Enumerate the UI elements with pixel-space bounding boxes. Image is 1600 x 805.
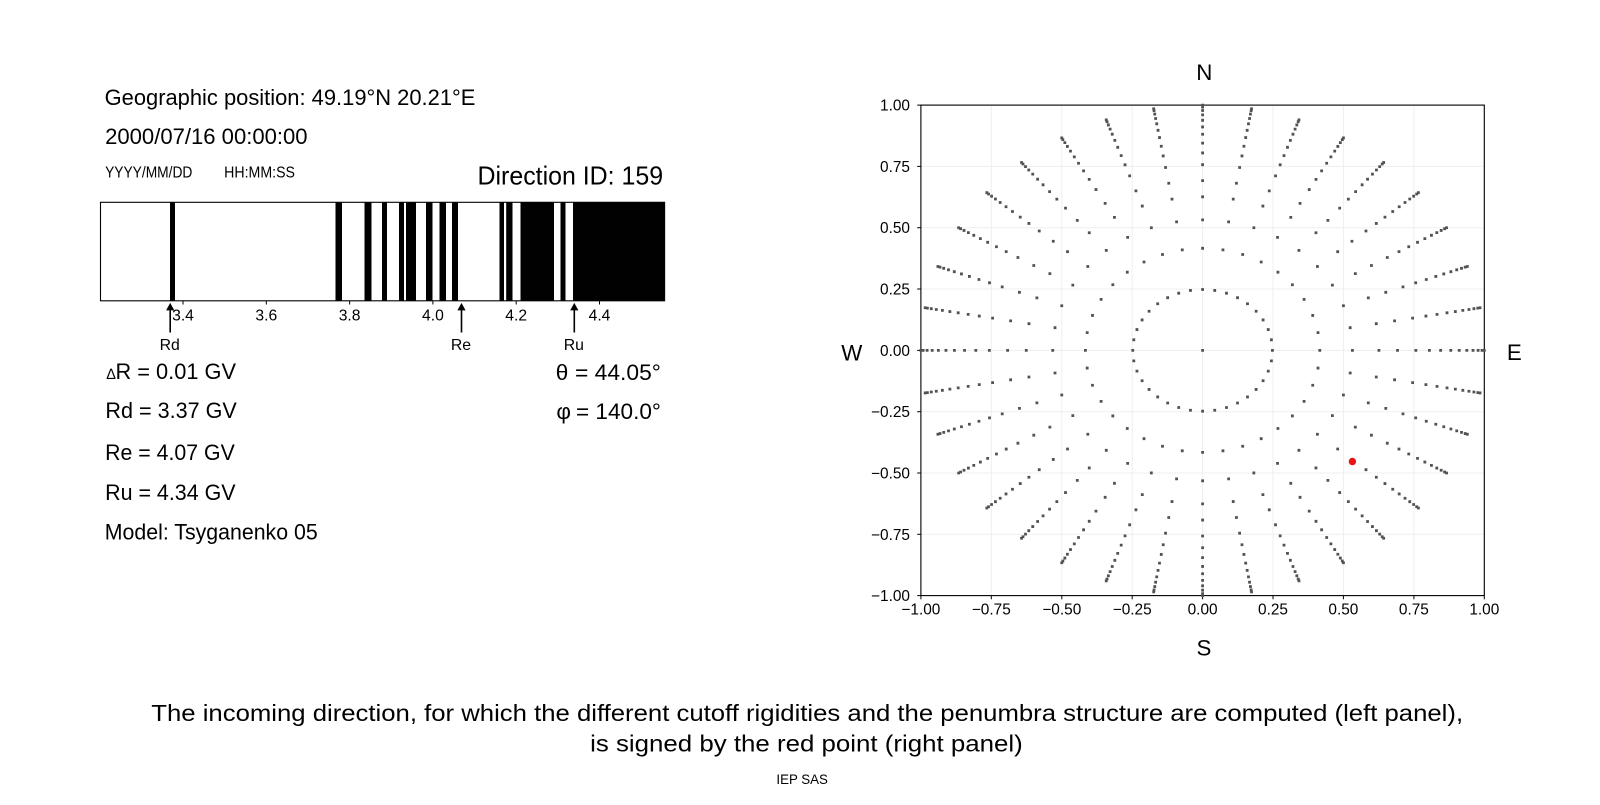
svg-text:1.00: 1.00 <box>1469 601 1499 618</box>
svg-text:−1.00: −1.00 <box>871 588 910 605</box>
svg-text:0.75: 0.75 <box>1399 601 1429 618</box>
svg-text:3.4: 3.4 <box>172 308 194 325</box>
svg-text:0.00: 0.00 <box>880 343 910 360</box>
svg-text:θ: θ <box>556 360 569 385</box>
svg-text:= 140.0°: = 140.0° <box>576 399 661 424</box>
svg-text:0.75: 0.75 <box>880 159 910 176</box>
svg-text:The incoming direction, for wh: The incoming direction, for which the di… <box>151 700 1463 726</box>
svg-text:= 44.05°: = 44.05° <box>575 360 661 385</box>
svg-text:−0.75: −0.75 <box>871 527 910 544</box>
svg-text:IEP SAS: IEP SAS <box>776 771 828 787</box>
svg-text:Re: Re <box>451 337 471 354</box>
svg-text:0.50: 0.50 <box>1328 601 1358 618</box>
svg-text:W: W <box>841 340 862 365</box>
svg-text:E: E <box>1507 340 1522 365</box>
svg-text:0.00: 0.00 <box>1188 601 1218 618</box>
svg-text:2000/07/16 00:00:00: 2000/07/16 00:00:00 <box>105 124 308 149</box>
svg-text:Geographic position: 49.19°N 2: Geographic position: 49.19°N 20.21°E <box>105 85 476 110</box>
svg-text:4.2: 4.2 <box>505 308 527 325</box>
svg-text:Ru: Ru <box>564 337 584 354</box>
svg-text:0.50: 0.50 <box>880 220 910 237</box>
svg-text:is signed by the red point (ri: is signed by the red point (right panel) <box>590 731 1023 757</box>
svg-text:Model: Tsyganenko 05: Model: Tsyganenko 05 <box>105 520 318 545</box>
svg-text:Rd = 3.37 GV: Rd = 3.37 GV <box>105 398 236 423</box>
svg-text:−0.25: −0.25 <box>871 404 910 421</box>
svg-text:−0.50: −0.50 <box>1042 601 1081 618</box>
svg-text:0.25: 0.25 <box>880 282 910 299</box>
svg-text:0.25: 0.25 <box>1258 601 1288 618</box>
svg-text:4.4: 4.4 <box>589 308 611 325</box>
svg-text:−0.50: −0.50 <box>871 466 910 483</box>
svg-text:Ru = 4.34 GV: Ru = 4.34 GV <box>105 480 236 505</box>
svg-text:φ: φ <box>556 399 571 424</box>
svg-text:HH:MM:SS: HH:MM:SS <box>224 164 295 181</box>
svg-text:1.00: 1.00 <box>880 98 910 115</box>
svg-text:Rd: Rd <box>160 337 180 354</box>
svg-text:3.6: 3.6 <box>255 308 277 325</box>
svg-text:−1.00: −1.00 <box>901 601 940 618</box>
svg-text:Re = 4.07 GV: Re = 4.07 GV <box>105 440 235 465</box>
svg-text:−0.75: −0.75 <box>972 601 1011 618</box>
svg-text:4.0: 4.0 <box>422 308 444 325</box>
svg-text:∆R = 0.01 GV: ∆R = 0.01 GV <box>107 359 236 384</box>
svg-text:YYYY/MM/DD: YYYY/MM/DD <box>105 164 192 181</box>
svg-text:S: S <box>1196 636 1211 661</box>
svg-text:N: N <box>1196 60 1212 85</box>
svg-text:−0.25: −0.25 <box>1113 601 1152 618</box>
svg-text:Direction ID: 159: Direction ID: 159 <box>478 161 664 191</box>
svg-text:3.8: 3.8 <box>339 308 361 325</box>
